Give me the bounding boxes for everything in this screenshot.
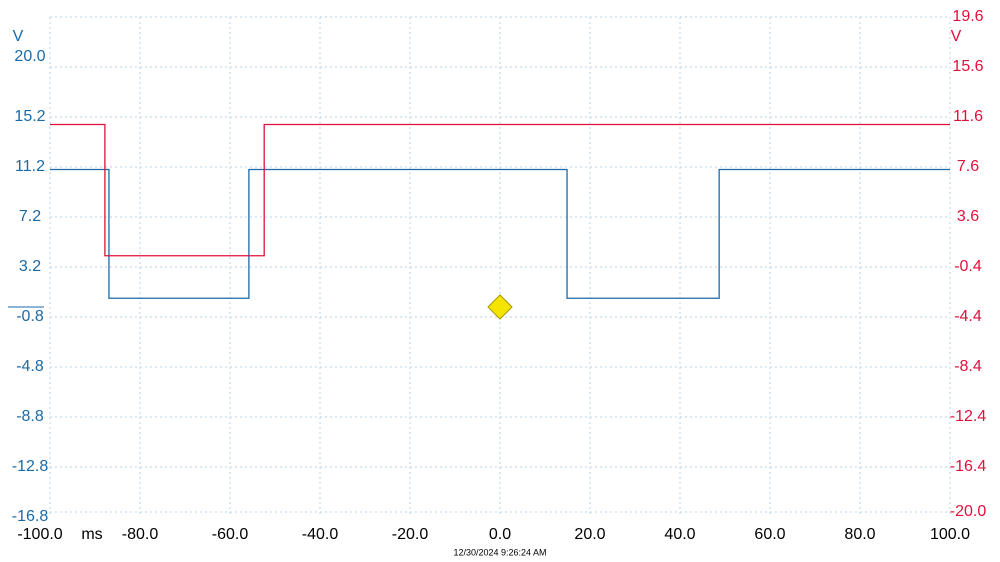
x-tick-label: -80.0 [122, 526, 159, 543]
y-tick-label: 20.0 [14, 48, 45, 65]
x-tick-label: -100.0 [17, 526, 62, 543]
y-tick-label: -16.8 [12, 508, 49, 525]
y-tick-label: 3.2 [19, 258, 41, 275]
x-tick-label: -60.0 [212, 526, 249, 543]
y2-tick-label: -0.4 [954, 258, 982, 275]
x-tick-label: 80.0 [844, 526, 875, 543]
y2-tick-label: 11.6 [953, 108, 983, 125]
x-tick-label: 100.0 [930, 526, 970, 543]
x-tick-label: 0.0 [489, 526, 511, 543]
y2-tick-label: -4.4 [954, 308, 982, 325]
y-tick-label: -12.8 [12, 458, 49, 475]
y2-unit: V [951, 28, 962, 45]
x-tick-label: 40.0 [664, 526, 695, 543]
x-tick-label: 60.0 [754, 526, 785, 543]
y-tick-label: -0.8 [16, 308, 44, 325]
y2-tick-label: 3.6 [957, 208, 979, 225]
y2-tick-label: -12.4 [950, 408, 987, 425]
y-tick-label: 11.2 [15, 158, 45, 175]
y-unit: V [13, 28, 24, 45]
y2-tick-label: 19.6 [952, 8, 983, 25]
trigger-marker [487, 294, 513, 320]
x-tick-label: -20.0 [392, 526, 429, 543]
y2-tick-label: 15.6 [952, 58, 983, 75]
y2-tick-label: -16.4 [950, 458, 987, 475]
x-unit: ms [81, 526, 102, 543]
y-tick-label: -4.8 [16, 358, 44, 375]
x-tick-label: 20.0 [574, 526, 605, 543]
y-tick-label: 15.2 [14, 108, 45, 125]
series-line [50, 168, 950, 299]
series-line [50, 123, 950, 257]
y2-tick-label: -20.0 [950, 503, 987, 520]
y2-tick-label: 7.6 [957, 158, 979, 175]
y-tick-label: 7.2 [19, 208, 41, 225]
timestamp: 12/30/2024 9:26:24 AM [453, 547, 546, 557]
x-tick-label: -40.0 [302, 526, 339, 543]
y-tick-label: -8.8 [16, 408, 44, 425]
y2-tick-label: -8.4 [954, 358, 982, 375]
